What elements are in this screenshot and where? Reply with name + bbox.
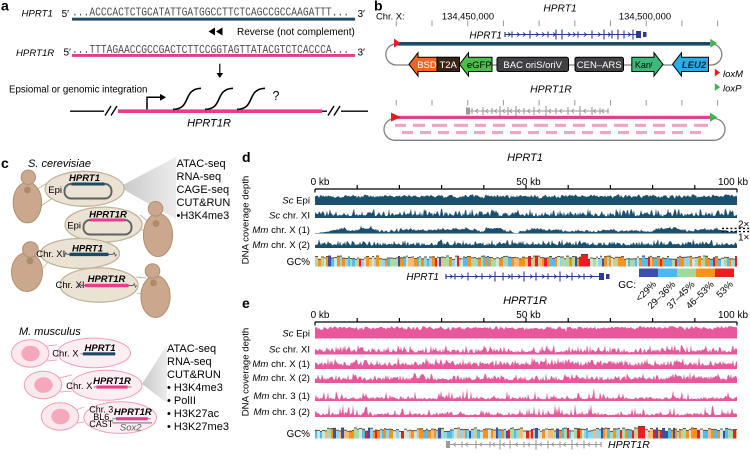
svg-text:• H3K4me3: • H3K4me3 <box>167 382 223 394</box>
svg-text:LEU2: LEU2 <box>682 60 707 71</box>
svg-text:GC%: GC% <box>287 429 311 440</box>
svg-text:HPRT1: HPRT1 <box>85 343 116 354</box>
svg-text:HPRT1R: HPRT1R <box>16 48 54 59</box>
svg-text:eGFP: eGFP <box>467 60 492 71</box>
svg-text:• PolII: • PolII <box>167 395 196 407</box>
svg-text:HPRT1R: HPRT1R <box>114 407 152 418</box>
svg-text:a: a <box>1 0 9 14</box>
svg-text:Epi: Epi <box>67 221 81 232</box>
svg-text:HPRT1: HPRT1 <box>469 31 502 42</box>
svg-text:1×: 1× <box>738 233 750 244</box>
svg-text:Mm chr. X (1): Mm chr. X (1) <box>252 359 310 370</box>
svg-text:• H3K27me3: • H3K27me3 <box>167 421 229 433</box>
svg-text:ATAC-seq: ATAC-seq <box>177 158 226 170</box>
svg-text:Chr. X: Chr. X <box>52 348 79 359</box>
svg-text:HPRT1: HPRT1 <box>69 173 100 184</box>
svg-text:HPRT1R: HPRT1R <box>608 439 650 451</box>
svg-text:•H3K4me3: •H3K4me3 <box>177 210 230 222</box>
svg-text:0 kb: 0 kb <box>311 177 330 188</box>
svg-text:HPRT1: HPRT1 <box>22 9 53 20</box>
svg-text:S. cerevisiae: S. cerevisiae <box>28 158 91 170</box>
svg-text:b: b <box>374 0 383 14</box>
svg-text:HPRT1R: HPRT1R <box>93 376 131 387</box>
svg-text:CAST: CAST <box>89 419 114 429</box>
svg-text:HPRT1R: HPRT1R <box>187 118 231 130</box>
svg-text:Epsiomal or genomic integratio: Epsiomal or genomic integration <box>9 85 147 96</box>
svg-text:0 kb: 0 kb <box>311 310 330 321</box>
svg-text:CEN–ARS: CEN–ARS <box>577 60 622 71</box>
svg-text:Sc Epi: Sc Epi <box>282 329 310 340</box>
svg-text:50 kb: 50 kb <box>516 177 541 188</box>
svg-text:100 kb: 100 kb <box>718 177 748 188</box>
svg-text:e: e <box>242 295 250 311</box>
svg-text:HPRT1: HPRT1 <box>543 4 576 15</box>
svg-text:GC:: GC: <box>618 280 636 291</box>
svg-text:HPRT1R: HPRT1R <box>89 210 127 221</box>
svg-text:Mm chr. X (1): Mm chr. X (1) <box>252 225 310 236</box>
svg-text:3′: 3′ <box>358 48 366 59</box>
svg-text:M. musculus: M. musculus <box>19 326 81 338</box>
svg-text:BSD: BSD <box>417 60 437 71</box>
svg-text:c: c <box>1 155 9 171</box>
svg-text:100 kb: 100 kb <box>718 310 748 321</box>
svg-text:HPRT1: HPRT1 <box>406 272 439 283</box>
svg-text:?: ? <box>273 89 280 103</box>
svg-text:CUT&RUN: CUT&RUN <box>177 197 231 209</box>
svg-text:Sc Epi: Sc Epi <box>282 196 310 207</box>
svg-text:HPRT1R: HPRT1R <box>503 295 547 307</box>
svg-text:50 kb: 50 kb <box>516 310 541 321</box>
svg-text:134,450,000: 134,450,000 <box>442 11 494 22</box>
svg-text:Sc chr. XI: Sc chr. XI <box>269 211 310 222</box>
svg-text:BAC oriS/oriV: BAC oriS/oriV <box>503 60 562 71</box>
svg-text:Sc chr. XI: Sc chr. XI <box>269 345 310 356</box>
svg-text:Kanʳ: Kanʳ <box>635 60 653 70</box>
svg-text:BL6: BL6 <box>93 412 109 422</box>
svg-text:Sox2: Sox2 <box>120 423 142 434</box>
svg-text:Mm chr. 3 (1): Mm chr. 3 (1) <box>253 391 310 402</box>
svg-text:Chr. XI: Chr. XI <box>55 280 84 291</box>
svg-text:Mm chr. X (2): Mm chr. X (2) <box>252 373 310 384</box>
svg-text:• H3K27ac: • H3K27ac <box>167 408 220 420</box>
svg-text:2×: 2× <box>738 220 750 231</box>
svg-text:Epi: Epi <box>48 185 62 196</box>
svg-text:ATAC-seq: ATAC-seq <box>167 343 216 355</box>
svg-text:...ACCCACTCTGCATATTGATGGCCTTCT: ...ACCCACTCTGCATATTGATGGCCTTCTCAGCCGCCAA… <box>72 6 349 20</box>
svg-text:RNA-seq: RNA-seq <box>167 356 212 368</box>
svg-text:Chr. 3: Chr. 3 <box>89 405 113 415</box>
svg-text:Chr. X:: Chr. X: <box>376 11 405 22</box>
svg-text:Reverse (not complement): Reverse (not complement) <box>237 27 355 38</box>
svg-text:T2A: T2A <box>439 60 457 71</box>
svg-text:CAGE-seq: CAGE-seq <box>177 184 230 196</box>
svg-text:DNA coverage depth: DNA coverage depth <box>241 176 252 265</box>
svg-text:HPRT1: HPRT1 <box>72 243 103 254</box>
svg-text:DNA coverage depth: DNA coverage depth <box>241 328 252 417</box>
svg-text:HPRT1R: HPRT1R <box>88 274 126 285</box>
svg-text:RNA-seq: RNA-seq <box>177 171 222 183</box>
svg-text:Chr. XI: Chr. XI <box>36 249 65 260</box>
svg-text:5′: 5′ <box>64 48 72 59</box>
svg-text:Mm chr. 3 (2): Mm chr. 3 (2) <box>253 407 310 418</box>
svg-text:HPRT1: HPRT1 <box>507 152 543 164</box>
svg-text:...TTTAGAACCGCCGACTCTTCCGGTAGT: ...TTTAGAACCGCCGACTCTTCCGGTAGTTATACGTCTC… <box>72 43 349 57</box>
svg-text:loxP: loxP <box>723 84 742 95</box>
svg-text:CUT&RUN: CUT&RUN <box>167 369 221 381</box>
svg-text:5′: 5′ <box>62 9 70 20</box>
svg-text:134,500,000: 134,500,000 <box>619 11 671 22</box>
svg-text:HPRT1R: HPRT1R <box>530 84 572 96</box>
svg-text:Mm chr. X (2): Mm chr. X (2) <box>252 240 310 251</box>
svg-text:GC%: GC% <box>287 257 311 268</box>
svg-text:3′: 3′ <box>358 9 366 20</box>
svg-text:loxM: loxM <box>723 69 743 80</box>
svg-text:d: d <box>242 149 251 165</box>
svg-text:Chr. X: Chr. X <box>66 381 93 392</box>
